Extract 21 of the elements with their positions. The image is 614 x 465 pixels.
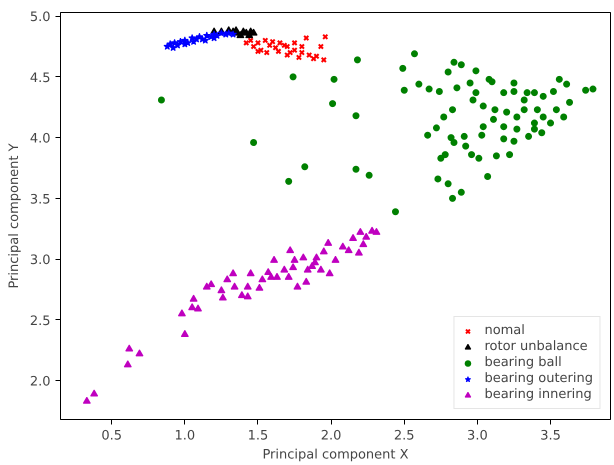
x-tick-label: 3.5: [540, 428, 561, 444]
y-tick-label: 4.5: [30, 70, 51, 86]
y-tick-label: 3.5: [30, 192, 51, 208]
x-tick-label: 0.5: [101, 428, 122, 444]
legend-label: bearing ball: [484, 355, 562, 370]
y-tick-label: 2.0: [30, 374, 51, 390]
y-tick-label: 3.0: [30, 253, 51, 268]
legend-label: nomal: [484, 323, 525, 338]
x-tick-label: 3.0: [467, 428, 488, 444]
x-tick-label: 2.5: [394, 428, 415, 444]
legend-label: rotor unbalance: [484, 339, 588, 354]
y-tick-label: 4.0: [30, 132, 51, 147]
y-tick-label: 2.5: [30, 314, 51, 329]
x-tick-label: 1.0: [174, 428, 196, 444]
legend-label: bearing innering: [484, 387, 592, 402]
x-tick-label: 1.5: [248, 428, 268, 444]
y-axis-title: Principal component Y: [6, 143, 22, 289]
x-axis-title: Principal component X: [262, 448, 409, 462]
legend-label: bearing outering: [484, 371, 593, 386]
y-tick-label: 5.0: [30, 10, 51, 26]
x-tick-label: 2.0: [320, 428, 342, 444]
